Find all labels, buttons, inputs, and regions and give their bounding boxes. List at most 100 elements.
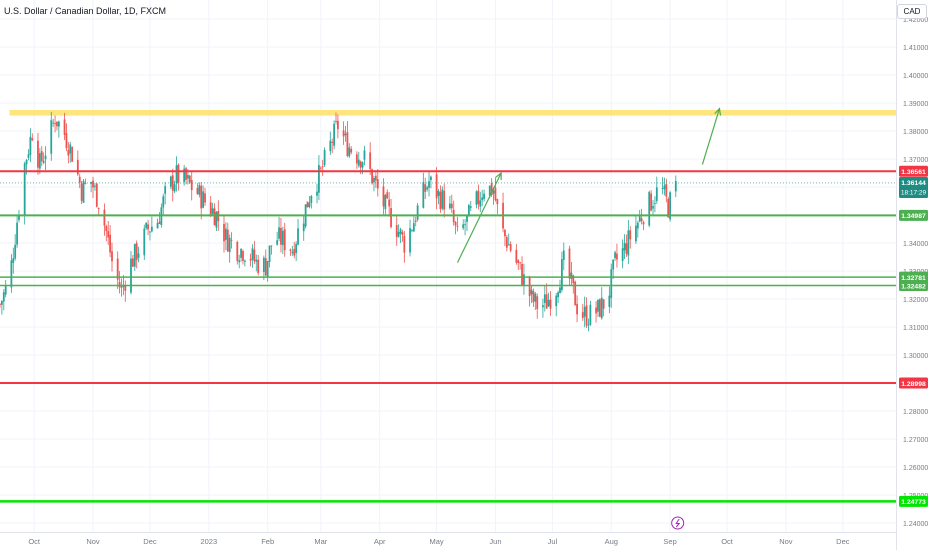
x-tick-label[interactable]: Oct: [721, 537, 734, 546]
x-tick-label[interactable]: Oct: [28, 537, 41, 546]
candle: [131, 254, 134, 267]
candle: [635, 215, 637, 244]
candle-body: [190, 179, 193, 191]
candle-body: [124, 285, 127, 291]
candle: [494, 177, 497, 202]
candle-body: [384, 194, 387, 210]
candle: [230, 232, 233, 249]
candle: [542, 298, 544, 318]
candle-body: [57, 121, 60, 127]
candle-body: [342, 130, 345, 137]
candle-body: [262, 257, 265, 272]
candle-body: [648, 191, 651, 226]
x-tick-label[interactable]: Dec: [836, 537, 850, 546]
candle: [204, 187, 206, 206]
x-tick-label[interactable]: Jul: [548, 537, 558, 546]
x-tick-label[interactable]: 2023: [200, 537, 217, 546]
x-tick-label[interactable]: Nov: [779, 537, 793, 546]
candle-body: [344, 133, 347, 136]
candle: [264, 249, 267, 277]
candle-body: [158, 221, 161, 224]
candle: [545, 283, 548, 309]
candle-body: [570, 272, 573, 279]
candle-body: [103, 209, 106, 226]
x-tick-label[interactable]: Aug: [605, 537, 618, 546]
candle-body: [276, 240, 279, 245]
x-tick-label[interactable]: Mar: [314, 537, 327, 546]
candle: [185, 166, 187, 185]
candle: [173, 180, 176, 194]
candle-body: [386, 192, 389, 199]
candle-body: [150, 226, 153, 232]
candle: [481, 189, 484, 207]
candle-body: [363, 150, 366, 160]
candle-body: [587, 324, 590, 326]
y-tick-label: 1.41000: [903, 45, 928, 52]
candle: [190, 171, 193, 201]
candle: [240, 248, 242, 262]
candle: [555, 293, 558, 317]
candle: [177, 163, 180, 191]
candle-body: [403, 235, 406, 253]
candle-body: [10, 260, 13, 288]
level-price-badge: [899, 271, 928, 283]
x-tick-label[interactable]: Apr: [374, 537, 386, 546]
candle-body: [318, 165, 320, 193]
candle: [568, 245, 571, 286]
candle: [335, 112, 337, 125]
candle: [0, 300, 3, 315]
candle: [94, 182, 96, 191]
candle-body: [306, 201, 309, 208]
candle: [253, 240, 256, 265]
candle: [640, 208, 643, 225]
level-price-badge: [899, 165, 928, 177]
candle: [280, 217, 282, 253]
level-price-badge: [899, 280, 928, 292]
candle-body: [116, 258, 119, 280]
horizontal-levels[interactable]: [0, 170, 896, 503]
time-axis[interactable]: Oct Nov Dec 2023 Feb Mar Apr May Jun Jul Aug Sep Oct…: [0, 532, 896, 547]
candle-body: [477, 190, 480, 205]
candle: [466, 214, 468, 232]
candle: [295, 241, 298, 262]
candle-body: [27, 154, 30, 158]
candle-body: [373, 177, 375, 183]
candle-body: [135, 243, 138, 261]
currency-selector[interactable]: CAD: [897, 4, 927, 19]
candle-body: [623, 242, 626, 251]
trend-arrow-line[interactable]: [456, 172, 502, 263]
candle: [37, 133, 39, 175]
candle: [390, 199, 392, 229]
candle: [614, 250, 616, 261]
candle-body: [335, 121, 337, 123]
x-tick-label[interactable]: Dec: [143, 537, 157, 546]
x-tick-label[interactable]: Nov: [86, 537, 100, 546]
candle: [224, 222, 227, 251]
candle: [386, 189, 389, 199]
x-tick-label[interactable]: Jun: [489, 537, 501, 546]
candle: [424, 177, 427, 200]
candle-body: [226, 229, 229, 252]
candle: [38, 148, 41, 175]
trend-arrow-line[interactable]: [701, 108, 721, 165]
candle: [164, 181, 167, 205]
candle: [477, 184, 480, 210]
candle-body: [635, 225, 637, 242]
x-tick-label[interactable]: Sep: [663, 537, 676, 546]
candle: [150, 216, 153, 233]
candle: [589, 300, 592, 326]
candle: [200, 182, 203, 220]
candle-body: [268, 245, 271, 262]
candle: [333, 120, 336, 150]
level-price-badge: [899, 377, 928, 389]
x-tick-label[interactable]: May: [430, 537, 444, 546]
candle: [289, 248, 292, 256]
trend-arrows[interactable]: [456, 107, 722, 263]
x-tick-label[interactable]: Feb: [261, 537, 274, 546]
candle: [135, 240, 138, 269]
candle: [42, 152, 45, 165]
candle: [612, 259, 615, 279]
candle-body: [213, 208, 216, 226]
